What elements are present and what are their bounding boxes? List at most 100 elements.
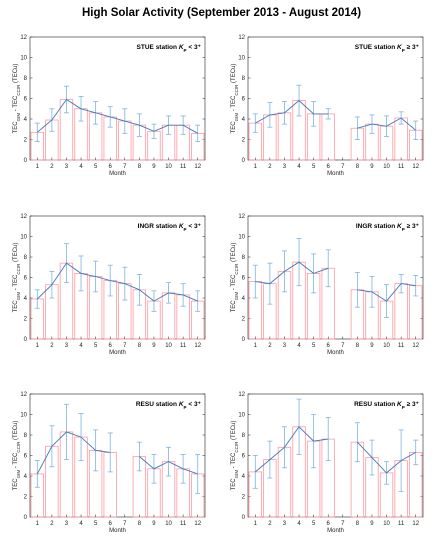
error-bar-month-6 (325, 108, 331, 120)
y-axis-label: TECGIM - TECCCIR (TECu) (13, 64, 21, 134)
x-tick-label: 6 (109, 164, 113, 170)
x-tick-label: 12 (194, 343, 201, 349)
x-tick-label: 5 (312, 343, 316, 349)
bar-month-6 (321, 113, 335, 161)
panel-title: STUE station KP < 3⁺ (137, 44, 202, 53)
y-tick-label: 12 (20, 214, 27, 220)
x-tick-label: 8 (138, 164, 142, 170)
x-tick-label: 3 (65, 521, 69, 527)
panel-title: STUE station KP ≥ 3⁺ (355, 44, 420, 53)
x-axis-label: Month (327, 171, 344, 177)
error-bar-month-1 (252, 455, 258, 489)
mean-line-segment (357, 283, 416, 302)
x-tick-label: 1 (36, 164, 40, 170)
x-tick-label: 2 (268, 343, 272, 349)
y-tick-label: 8 (24, 433, 28, 439)
x-tick-label: 7 (123, 164, 127, 170)
x-tick-label: 10 (383, 521, 390, 527)
x-tick-label: 3 (283, 164, 287, 170)
x-tick-label: 4 (297, 164, 301, 170)
x-tick-label: 3 (283, 521, 287, 527)
error-bar-month-1 (34, 122, 40, 142)
x-tick-label: 8 (356, 164, 360, 170)
y-tick-label: 6 (242, 97, 246, 103)
panel-title: RESU station KP < 3⁺ (136, 401, 202, 410)
y-tick-label: 8 (242, 433, 246, 439)
y-tick-label: 6 (242, 454, 246, 460)
x-tick-label: 6 (109, 343, 113, 349)
plot-frame (247, 36, 424, 161)
y-tick-label: 2 (242, 138, 246, 144)
y-tick-label: 2 (24, 495, 28, 501)
plot-frame (29, 36, 206, 161)
y-tick-label: 0 (242, 158, 246, 164)
x-axis-label: Month (327, 350, 344, 356)
x-axis-label: Month (109, 350, 126, 356)
y-tick-label: 0 (242, 337, 246, 343)
y-tick-label: 4 (24, 474, 28, 480)
x-tick-label: 8 (356, 521, 360, 527)
plot-frame (29, 393, 206, 518)
y-tick-label: 12 (20, 392, 27, 398)
x-tick-label: 2 (50, 521, 54, 527)
x-tick-label: 10 (165, 521, 172, 527)
error-bar-month-8 (354, 422, 360, 463)
x-tick-label: 4 (79, 521, 83, 527)
x-tick-label: 5 (94, 343, 98, 349)
x-tick-label: 11 (398, 164, 405, 170)
x-tick-label: 7 (123, 343, 127, 349)
x-tick-label: 6 (327, 521, 331, 527)
error-bar-month-6 (107, 432, 113, 473)
y-axis-label: TECGIM - TECCCIR (TECu) (231, 421, 239, 491)
x-tick-label: 7 (341, 521, 345, 527)
y-tick-label: 4 (242, 474, 246, 480)
error-bar-month-8 (354, 116, 360, 140)
x-tick-label: 5 (94, 164, 98, 170)
error-bar-month-1 (252, 113, 258, 133)
y-tick-label: 0 (24, 337, 28, 343)
x-tick-label: 7 (341, 343, 345, 349)
error-bar-month-1 (34, 460, 40, 488)
y-tick-label: 2 (242, 495, 246, 501)
x-tick-label: 1 (254, 343, 258, 349)
error-bar-month-6 (325, 417, 331, 462)
x-tick-label: 10 (383, 343, 390, 349)
x-tick-label: 3 (65, 164, 69, 170)
x-tick-label: 9 (152, 164, 156, 170)
y-tick-label: 4 (24, 296, 28, 302)
x-tick-label: 5 (312, 164, 316, 170)
x-tick-label: 2 (268, 164, 272, 170)
x-tick-label: 12 (412, 521, 419, 527)
y-tick-label: 4 (242, 296, 246, 302)
x-tick-label: 8 (138, 343, 142, 349)
mean-line-segment (36, 262, 198, 302)
error-bar-month-12 (195, 124, 201, 142)
x-tick-label: 5 (312, 521, 316, 527)
x-tick-label: 8 (138, 521, 142, 527)
figure-title: High Solar Activity (September 2013 - Au… (82, 7, 361, 19)
error-bar-month-8 (136, 441, 142, 472)
y-axis-label: TECGIM - TECCCIR (TECu) (231, 243, 239, 313)
x-tick-label: 10 (383, 164, 390, 170)
mean-line-segment (255, 261, 329, 285)
x-tick-label: 11 (398, 521, 405, 527)
x-tick-label: 10 (165, 343, 172, 349)
y-tick-label: 2 (24, 317, 28, 323)
y-tick-label: 6 (24, 97, 28, 103)
y-tick-label: 12 (238, 35, 245, 41)
x-tick-label: 2 (50, 343, 54, 349)
y-tick-label: 6 (24, 454, 28, 460)
panel-title: RESU station KP ≥ 3⁺ (354, 401, 419, 410)
x-tick-label: 12 (412, 343, 419, 349)
y-tick-label: 2 (242, 317, 246, 323)
y-axis-label: TECGIM - TECCCIR (TECu) (13, 421, 21, 491)
x-tick-label: 1 (254, 164, 258, 170)
x-tick-label: 4 (79, 164, 83, 170)
panel-title: INGR station KP ≥ 3⁺ (356, 223, 420, 232)
y-tick-label: 12 (238, 214, 245, 220)
x-tick-label: 12 (194, 164, 201, 170)
